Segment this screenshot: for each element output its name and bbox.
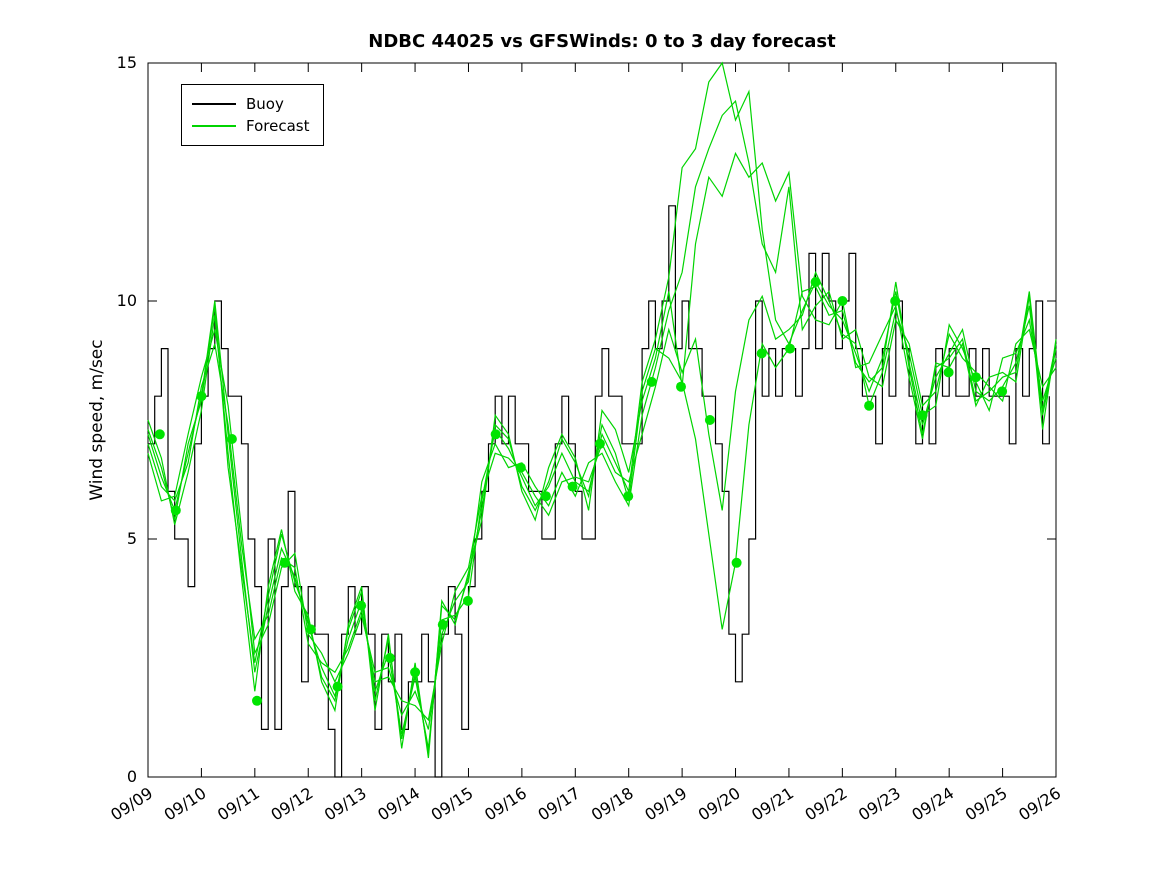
x-tick-label: 09/24 [908, 783, 957, 824]
y-tick-label: 0 [127, 767, 137, 786]
x-tick-label: 09/19 [641, 783, 690, 824]
x-tick-label: 09/17 [534, 783, 583, 824]
forecast-marker [623, 491, 634, 502]
x-tick-label: 09/18 [588, 783, 637, 824]
forecast-marker [864, 400, 875, 411]
forecast-marker [837, 296, 848, 306]
x-tick-label: 09/20 [695, 783, 744, 824]
forecast-marker [704, 415, 715, 425]
forecast-marker [515, 462, 526, 473]
y-axis-label: Wind speed, m/sec [87, 339, 107, 501]
buoy-line-sample [192, 103, 236, 105]
forecast-marker [385, 653, 395, 663]
forecast-marker [594, 438, 605, 449]
axes-box [147, 62, 1057, 778]
forecast-line-sample [192, 125, 236, 127]
forecast-marker [356, 600, 367, 611]
forecast-marker [970, 372, 981, 383]
forecast-marker [196, 391, 207, 402]
forecast-series-line [147, 151, 1057, 759]
forecast-marker [997, 386, 1008, 397]
forecast-marker [943, 367, 954, 378]
forecast-marker [810, 277, 821, 287]
forecast-marker [731, 557, 742, 568]
x-tick-label: 09/11 [214, 783, 263, 824]
forecast-marker [279, 557, 290, 568]
forecast-series-line [147, 281, 1057, 754]
forecast-marker [437, 619, 448, 630]
forecast-marker [332, 681, 343, 692]
chart-title: NDBC 44025 vs GFSWinds: 0 to 3 day forec… [368, 31, 836, 52]
x-tick-label: 09/15 [428, 783, 477, 824]
forecast-marker [462, 595, 473, 606]
forecast-marker [917, 410, 928, 421]
forecast-marker [410, 667, 421, 678]
legend-item-forecast: Forecast [192, 115, 309, 137]
forecast-marker [154, 429, 165, 440]
x-tick-label: 09/22 [802, 783, 851, 824]
forecast-marker [252, 695, 262, 706]
x-tick-label: 09/23 [855, 783, 904, 824]
x-tick-label: 09/25 [962, 783, 1011, 824]
forecast-marker [676, 381, 686, 392]
forecast-marker [305, 624, 316, 635]
x-tick-label: 09/12 [267, 783, 316, 824]
buoy-series-line [148, 205, 1050, 778]
forecast-marker [785, 343, 795, 354]
x-tick-label: 09/13 [321, 783, 370, 824]
x-tick-label: 09/10 [161, 783, 210, 824]
legend-label-buoy: Buoy [246, 95, 284, 113]
x-tick-label: 09/09 [107, 783, 156, 824]
forecast-marker [490, 429, 501, 440]
forecast-marker [540, 491, 551, 502]
forecast-marker [170, 505, 181, 516]
forecast-marker [756, 348, 767, 359]
legend: Buoy Forecast [181, 84, 325, 146]
forecast-marker [226, 434, 237, 444]
forecast-marker [890, 296, 901, 306]
legend-label-forecast: Forecast [246, 117, 310, 135]
forecast-marker [646, 376, 657, 387]
x-tick-label: 09/14 [374, 783, 423, 824]
forecast-marker [567, 481, 578, 492]
y-tick-label: 15 [117, 53, 137, 72]
x-tick-label: 09/26 [1015, 783, 1064, 824]
x-tick-label: 09/16 [481, 783, 530, 824]
x-tick-label: 09/21 [748, 783, 797, 824]
y-tick-label: 10 [117, 291, 137, 310]
y-tick-label: 5 [127, 529, 137, 548]
legend-item-buoy: Buoy [192, 93, 309, 115]
